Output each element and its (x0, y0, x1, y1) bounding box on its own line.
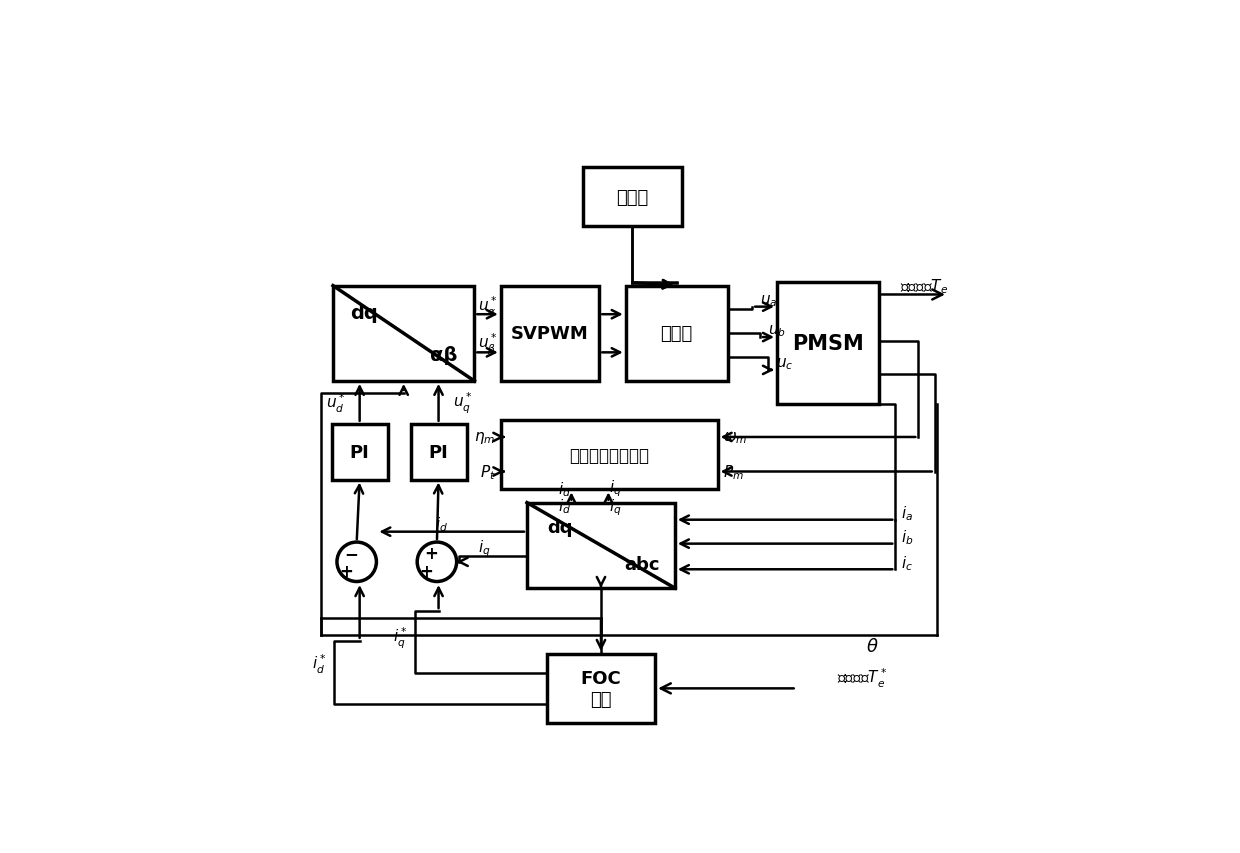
Text: $u_a$: $u_a$ (760, 293, 777, 309)
Text: +: + (424, 544, 438, 562)
Text: $i_q$: $i_q$ (477, 537, 491, 559)
Text: $u_d^*$: $u_d^*$ (326, 392, 345, 415)
Circle shape (417, 543, 456, 582)
Text: $i_c$: $i_c$ (900, 554, 913, 572)
Text: 需求转矩$T_e^*$: 需求转矩$T_e^*$ (837, 666, 888, 689)
Text: SVPWM: SVPWM (511, 325, 589, 343)
Text: $i_d$: $i_d$ (435, 515, 449, 533)
Text: dq: dq (547, 518, 573, 536)
Text: $i_q^*$: $i_q^*$ (393, 625, 407, 650)
Text: +: + (339, 562, 352, 580)
Text: $i_a$: $i_a$ (900, 504, 913, 523)
Text: $ω_m$: $ω_m$ (723, 430, 748, 445)
Text: αβ: αβ (429, 345, 458, 364)
Text: $i_q$: $i_q$ (609, 496, 621, 517)
FancyBboxPatch shape (410, 424, 466, 480)
FancyBboxPatch shape (777, 283, 879, 404)
Text: 电机功率损耗模块: 电机功率损耗模块 (569, 446, 650, 464)
Text: $i_d^*$: $i_d^*$ (312, 653, 326, 676)
Text: −: − (343, 544, 357, 562)
FancyBboxPatch shape (527, 503, 675, 589)
FancyBboxPatch shape (501, 287, 599, 381)
Text: $i_q$: $i_q$ (609, 478, 621, 498)
Text: $P_m$: $P_m$ (723, 462, 744, 481)
Text: 实际转矩$T_e$: 实际转矩$T_e$ (899, 276, 947, 295)
Text: $u_q^*$: $u_q^*$ (453, 391, 472, 415)
Text: PI: PI (429, 443, 449, 461)
Text: $u_b$: $u_b$ (768, 323, 786, 339)
Text: $i_d$: $i_d$ (558, 479, 572, 498)
Circle shape (337, 543, 377, 582)
Text: $P_t$: $P_t$ (480, 462, 496, 481)
Text: $u_c$: $u_c$ (776, 356, 794, 372)
Text: 电池组: 电池组 (616, 189, 649, 206)
Text: $θ$: $θ$ (866, 637, 879, 655)
Text: $u_β^*$: $u_β^*$ (477, 332, 497, 357)
Text: $u_α^*$: $u_α^*$ (477, 295, 497, 318)
Text: FOC
控制: FOC 控制 (580, 670, 621, 708)
FancyBboxPatch shape (626, 287, 728, 381)
FancyBboxPatch shape (331, 424, 388, 480)
Text: $i_b$: $i_b$ (900, 528, 913, 547)
FancyBboxPatch shape (334, 287, 475, 381)
Text: +: + (419, 562, 433, 580)
Text: PI: PI (350, 443, 370, 461)
Text: abc: abc (625, 555, 660, 573)
FancyBboxPatch shape (501, 421, 718, 490)
Text: PMSM: PMSM (792, 334, 864, 354)
Text: $i_d$: $i_d$ (558, 496, 572, 515)
FancyBboxPatch shape (583, 168, 682, 227)
Text: $η_m$: $η_m$ (474, 429, 496, 445)
Text: 逆变器: 逆变器 (661, 325, 693, 343)
Text: dq: dq (350, 304, 378, 322)
FancyBboxPatch shape (547, 654, 655, 723)
